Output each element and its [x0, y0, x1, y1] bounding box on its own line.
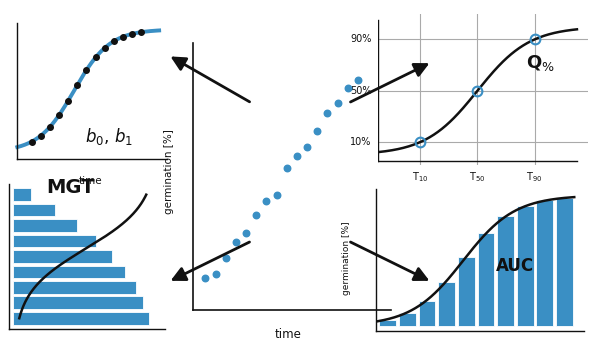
Bar — [13, 189, 31, 201]
Text: 10%: 10% — [350, 137, 371, 147]
Point — [45, 124, 55, 130]
Point — [323, 111, 332, 116]
Point — [127, 31, 137, 36]
Point — [302, 144, 312, 150]
Text: germination [%]: germination [%] — [341, 221, 350, 295]
Point — [54, 112, 64, 118]
Point — [211, 271, 220, 277]
Point — [231, 239, 241, 244]
Bar — [13, 281, 136, 294]
Bar — [13, 266, 125, 278]
Point — [64, 98, 73, 104]
Text: T$_{90}$: T$_{90}$ — [526, 170, 543, 184]
Bar — [13, 297, 143, 309]
Point — [200, 276, 210, 281]
Point — [272, 192, 281, 197]
Point — [109, 39, 119, 44]
Point — [262, 198, 271, 204]
Point — [343, 86, 353, 91]
Bar — [438, 282, 455, 326]
Point — [118, 34, 128, 40]
Text: Q$_\%$: Q$_\%$ — [526, 53, 555, 73]
Bar — [419, 301, 436, 326]
Bar — [13, 312, 149, 325]
Bar — [517, 206, 533, 326]
Text: time: time — [275, 328, 301, 341]
Text: 50%: 50% — [350, 86, 371, 96]
Text: T$_{50}$: T$_{50}$ — [469, 170, 485, 184]
Text: germination [%]: germination [%] — [164, 130, 174, 214]
Text: T$_{10}$: T$_{10}$ — [412, 170, 428, 184]
Point — [282, 165, 292, 171]
Bar — [13, 235, 96, 247]
Bar — [399, 313, 416, 326]
Point — [36, 133, 46, 139]
Text: $b_0$, $b_1$: $b_0$, $b_1$ — [85, 126, 133, 147]
Bar — [478, 233, 494, 326]
Point — [221, 255, 230, 260]
Point — [292, 153, 302, 158]
Point — [100, 45, 110, 51]
Text: AUC: AUC — [496, 257, 534, 275]
Point — [137, 29, 146, 35]
Point — [353, 77, 362, 83]
Bar — [379, 320, 396, 326]
Text: 90%: 90% — [350, 34, 371, 44]
Point — [82, 67, 91, 73]
Bar — [497, 216, 514, 326]
Text: time: time — [78, 176, 102, 186]
Bar — [13, 250, 112, 263]
Bar — [556, 198, 573, 326]
Bar — [13, 219, 77, 232]
Point — [333, 100, 343, 106]
Bar — [458, 257, 475, 326]
Point — [251, 212, 261, 218]
Bar — [13, 204, 55, 216]
Point — [73, 82, 82, 88]
Bar — [536, 200, 553, 326]
Point — [27, 139, 37, 144]
Point — [241, 230, 251, 236]
Point — [91, 55, 100, 60]
Point — [313, 128, 322, 133]
Text: MGT: MGT — [46, 178, 94, 197]
